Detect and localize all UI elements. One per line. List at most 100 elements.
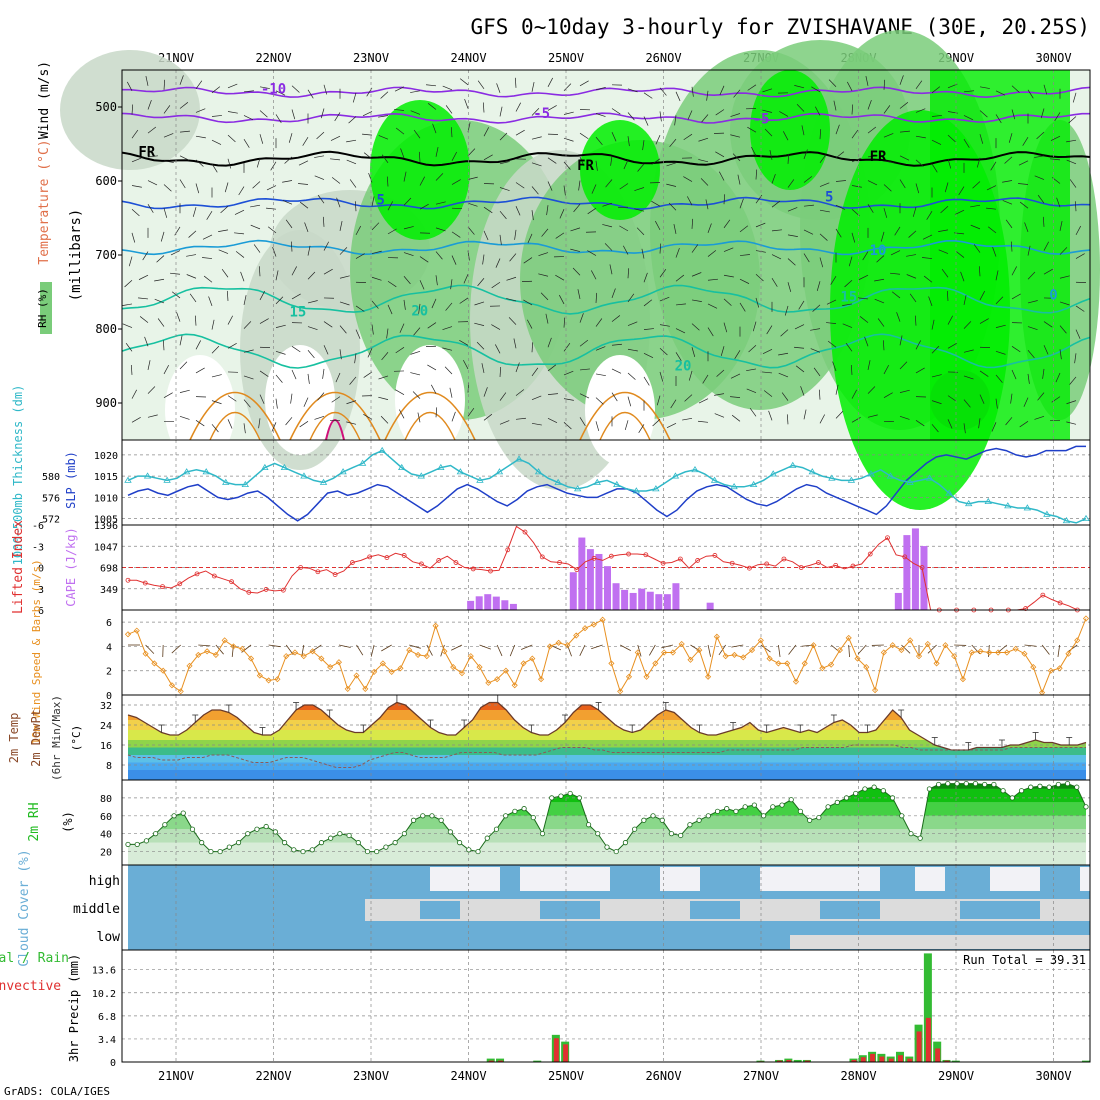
wind-barb — [769, 149, 773, 160]
wind-speed-point — [344, 685, 351, 692]
wind-barb — [851, 232, 856, 243]
rh-point — [272, 829, 278, 835]
precip-tick-label: 13.6 — [92, 966, 116, 977]
date-tick-label: 24NOV — [450, 51, 486, 65]
wind-barb — [275, 398, 278, 409]
wind-barb — [675, 274, 685, 282]
wind-barb — [591, 184, 597, 194]
wind-barb — [760, 644, 771, 653]
instability-panel: -6 -3 0 3 6 349 698 1047 1396 Lifted Index CAPE (J… — [11, 520, 1091, 617]
wind-barb — [515, 102, 522, 112]
precip-total-bar — [951, 1060, 960, 1062]
wind-barb — [435, 407, 438, 418]
wind-barb — [771, 174, 776, 184]
wind-barb — [700, 178, 709, 186]
wind-barb — [291, 345, 301, 353]
wind-barb — [611, 132, 617, 142]
wind-barb — [1075, 225, 1082, 236]
wind-barb — [734, 350, 741, 359]
wind-speed-point — [160, 667, 167, 674]
wind-barb — [947, 342, 957, 349]
rh-shade-region — [750, 70, 830, 190]
temp-band — [128, 740, 1086, 748]
contour-label: 5 — [377, 193, 385, 209]
temperature-contour — [121, 112, 1090, 124]
wind-barb — [706, 90, 709, 101]
wind-barb — [723, 274, 734, 278]
lifted-index-point — [660, 560, 666, 566]
rh-point — [263, 823, 269, 830]
wind-barb — [698, 398, 709, 404]
wind-barb — [1010, 241, 1013, 252]
wind-barb — [1027, 271, 1036, 280]
wind-barb — [179, 75, 184, 85]
wind-barb — [579, 156, 585, 167]
wind-barb — [394, 86, 405, 92]
wind-barb — [354, 201, 357, 212]
wind-barb — [499, 392, 507, 401]
wind-barb — [643, 352, 654, 358]
wind-speed-point — [283, 653, 290, 660]
wind-barb — [311, 644, 322, 653]
wind-barb — [899, 102, 909, 109]
rh-point — [714, 808, 721, 814]
temp-band — [128, 702, 1086, 710]
wind-barb — [747, 126, 757, 133]
wind-barb — [691, 86, 694, 97]
wind-barb — [858, 274, 869, 280]
slp-series-line — [127, 445, 1086, 522]
rh-dry-region — [165, 355, 235, 465]
rh-point — [1083, 804, 1089, 810]
wind-barb — [1054, 112, 1061, 122]
slp-tick-label: 1020 — [94, 451, 118, 462]
rh-point — [374, 848, 380, 855]
wind-barb — [995, 296, 1004, 305]
wind-barb — [723, 298, 732, 306]
wind-barb — [506, 276, 517, 281]
wind-barb — [637, 163, 645, 172]
wind-barb — [211, 400, 222, 405]
rh-shade-region — [60, 50, 200, 170]
wind-barb — [737, 174, 741, 185]
wind-barb — [666, 162, 677, 167]
wind-barb — [444, 366, 453, 375]
wind-barb — [371, 300, 379, 309]
wind-speed-point — [942, 642, 949, 649]
wind-speed-point — [186, 662, 193, 669]
wind-barb — [540, 292, 549, 301]
wind-barb — [531, 81, 535, 92]
wind-barb — [648, 644, 656, 656]
wind-barb — [195, 420, 205, 427]
wind-barb — [514, 77, 517, 88]
wind-barb — [1042, 216, 1045, 227]
lifted-index-point — [280, 587, 286, 593]
wind-barb — [131, 208, 140, 217]
wind-barb — [435, 275, 438, 286]
precip-convective-bar — [879, 1056, 885, 1062]
wind-barb — [972, 181, 981, 189]
wind-barb — [275, 90, 286, 96]
thickness-point — [925, 474, 934, 481]
wind-barb — [627, 268, 630, 279]
rh-point — [567, 790, 573, 797]
wind-barb — [355, 253, 365, 259]
rh-shade-region — [580, 120, 660, 220]
wind-barb — [833, 100, 837, 111]
wind-barb — [915, 159, 924, 167]
wind-barb — [339, 221, 343, 231]
contour-label: -5 — [753, 111, 770, 127]
rh-point — [807, 817, 813, 823]
wind-barb — [238, 186, 245, 196]
wind-barb — [830, 276, 837, 285]
lifted-index-point — [177, 581, 183, 587]
wind-barb — [578, 180, 581, 191]
date-tick-label: 21NOV — [158, 1069, 194, 1083]
wind-barb — [954, 209, 965, 215]
rh-point — [1018, 788, 1025, 794]
date-tick-label: 23NOV — [353, 51, 389, 65]
wind-barb — [1024, 644, 1037, 647]
wind-barb — [654, 220, 661, 231]
wind-barb — [307, 271, 316, 280]
wind-barb — [955, 251, 965, 258]
wind-speed-point — [907, 637, 914, 644]
